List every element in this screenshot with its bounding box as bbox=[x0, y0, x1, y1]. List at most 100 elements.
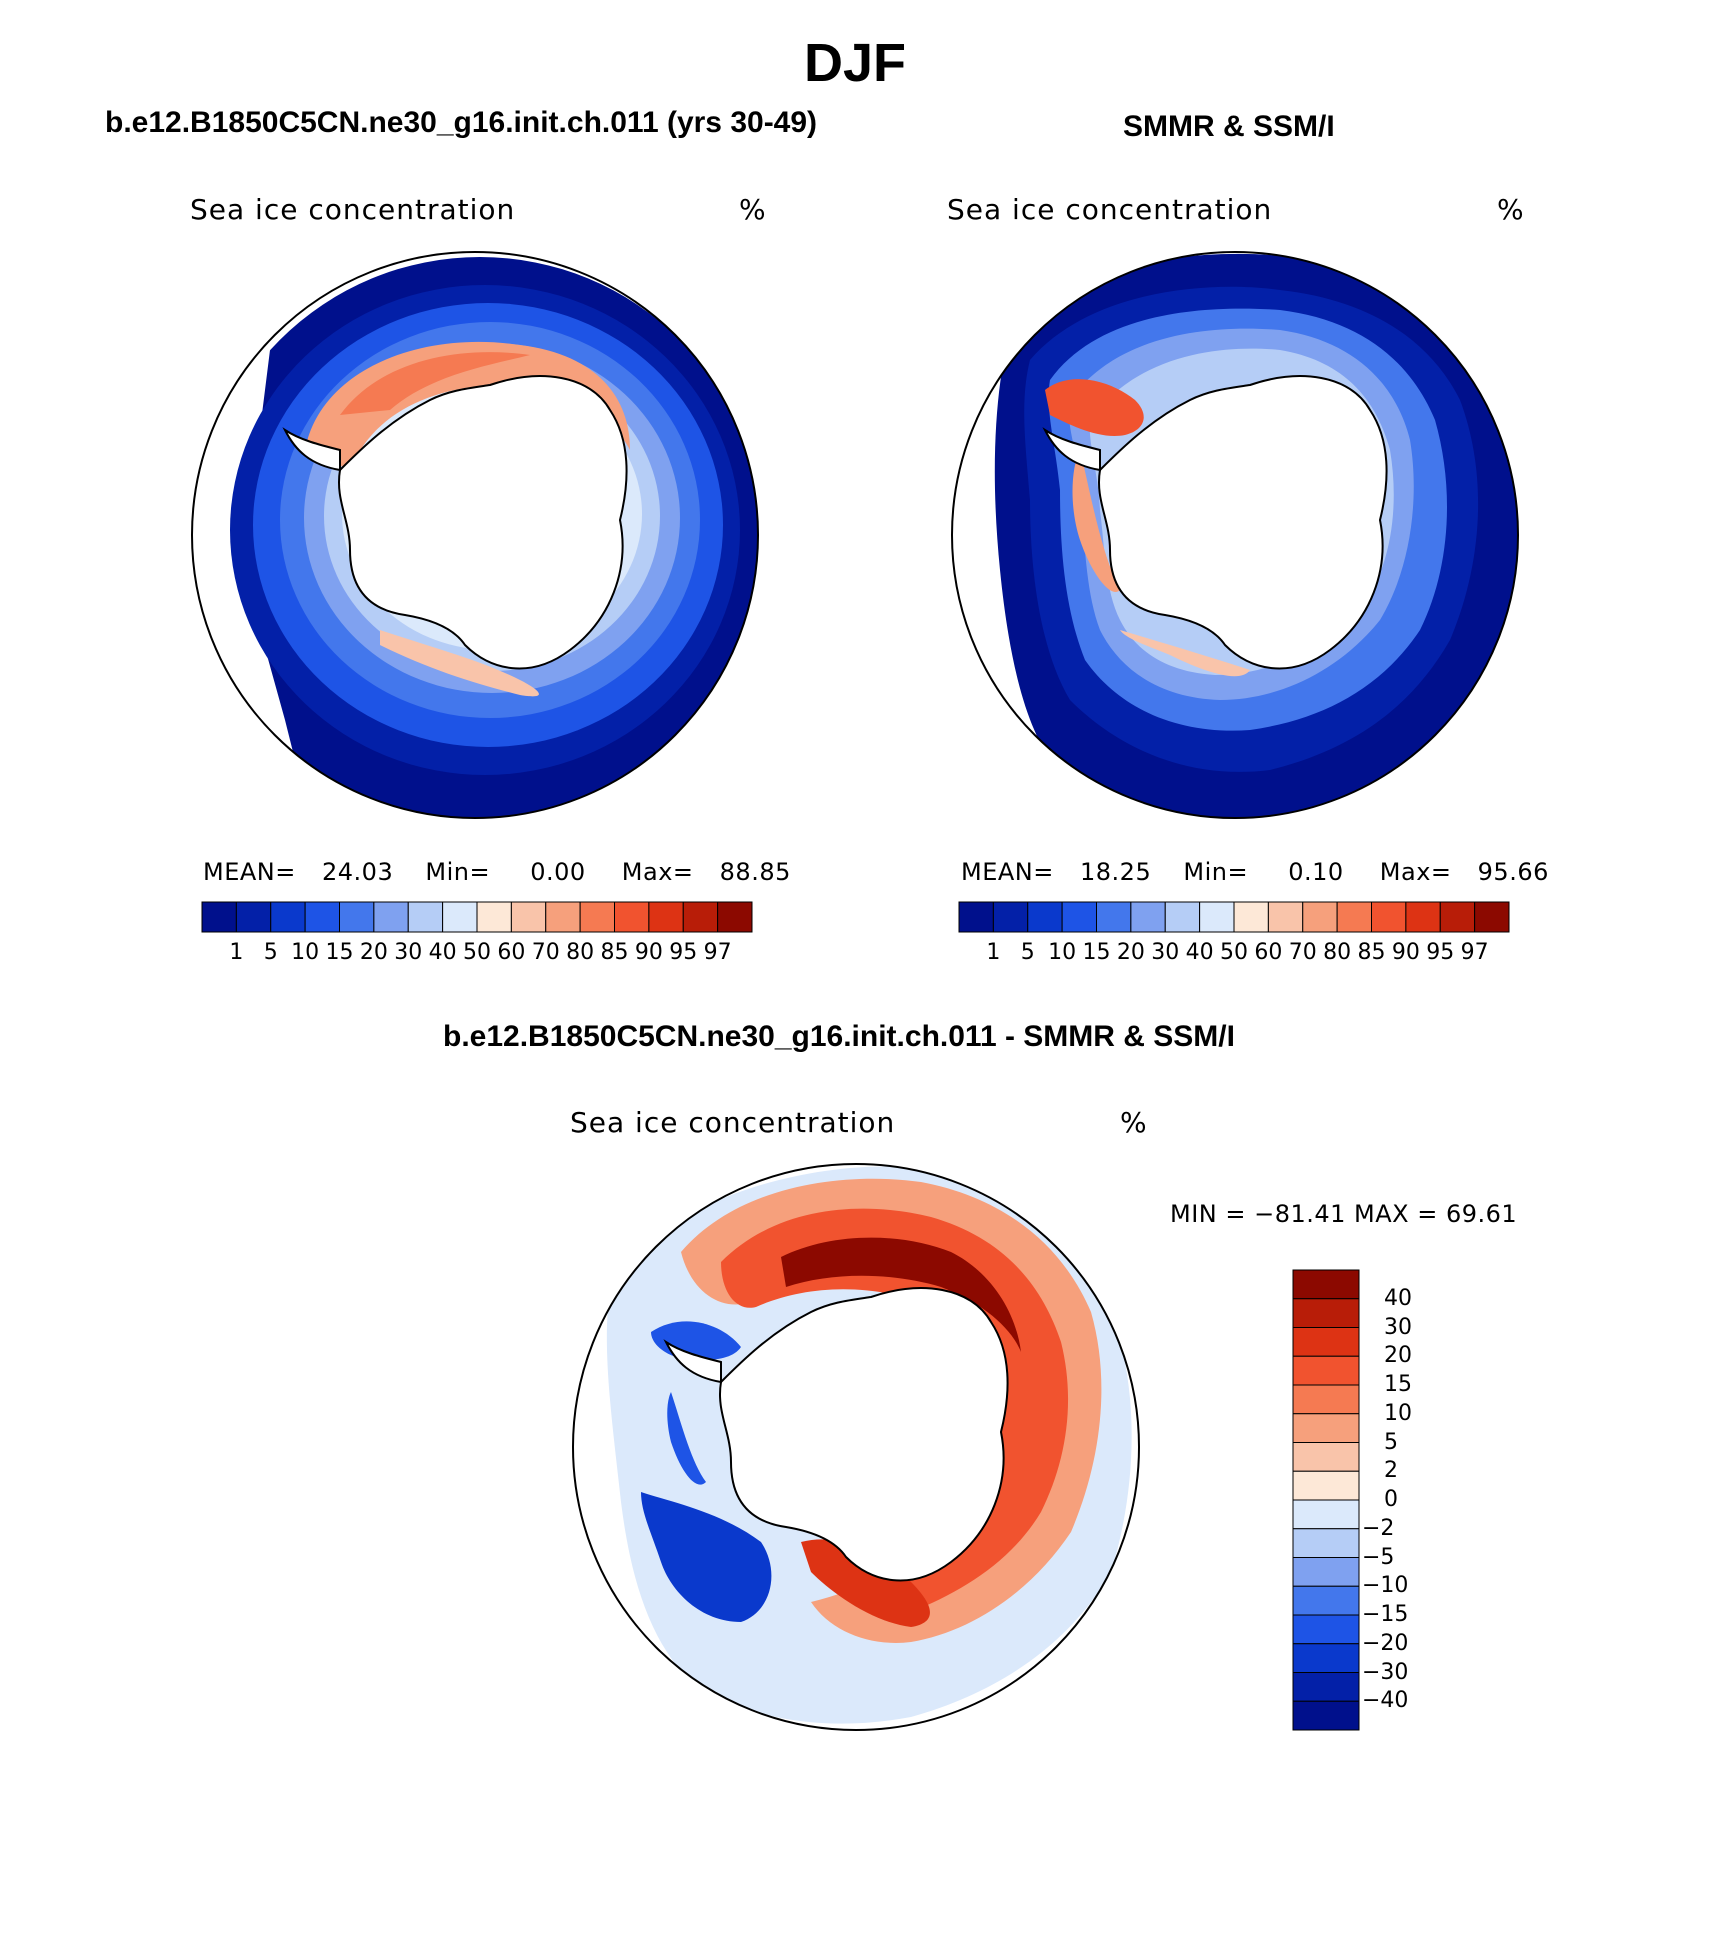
diff-positive-core bbox=[781, 1237, 1021, 1352]
model-colorbar-tick-label: 85 bbox=[600, 940, 629, 965]
obs-colorbar-tick-label: 20 bbox=[1116, 940, 1145, 965]
diff-peninsula bbox=[663, 1339, 722, 1384]
obs-stats: MEAN= 18.25 Min= 0.10 Max= 95.66 bbox=[961, 858, 1549, 886]
obs-polar-map bbox=[951, 251, 1519, 819]
obs-colorbar-tick-label: 30 bbox=[1151, 940, 1180, 965]
model-colorbar-tick-label: 50 bbox=[463, 940, 491, 965]
obs-colorbar-box bbox=[1199, 901, 1235, 933]
obs-colorbar-tick-label: 5 bbox=[1020, 940, 1035, 965]
diff-minmax: MIN = −81.41 MAX = 69.61 bbox=[1170, 1200, 1518, 1228]
obs-stats-min-label: Min= bbox=[1183, 858, 1249, 886]
diff-colorbar-tick-label: −30 bbox=[1362, 1659, 1409, 1685]
diff-colorbar-tick-label: 10 bbox=[1384, 1400, 1412, 1426]
model-colorbar-tick-label: 10 bbox=[291, 940, 320, 965]
obs-colorbar-tick-label: 15 bbox=[1082, 940, 1111, 965]
model-colorbar-tick-label: 1 bbox=[229, 940, 244, 965]
diff-colorbar-box bbox=[1292, 1442, 1360, 1472]
model-plot-label: Sea ice concentration bbox=[190, 193, 516, 226]
model-colorbar-tick-label: 97 bbox=[703, 940, 732, 965]
diff-polar-map bbox=[572, 1163, 1140, 1731]
model-colorbar-box bbox=[682, 901, 719, 933]
model-colorbar-box bbox=[270, 901, 306, 933]
obs-colorbar-tick-label: 70 bbox=[1288, 940, 1317, 965]
diff-colorbar-box bbox=[1292, 1557, 1360, 1587]
model-colorbar-box bbox=[339, 901, 375, 933]
model-colorbar-box bbox=[235, 901, 272, 933]
obs-colorbar-tick-label: 97 bbox=[1460, 940, 1489, 965]
obs-stats-min: 0.10 bbox=[1288, 858, 1344, 886]
model-colorbar-box bbox=[614, 901, 650, 933]
obs-colorbar-box bbox=[1371, 901, 1407, 933]
obs-colorbar-tick-label: 1 bbox=[986, 940, 1001, 965]
model-antarctica bbox=[338, 375, 628, 670]
model-colorbar-tick-label: 90 bbox=[634, 940, 663, 965]
obs-colorbar-box bbox=[1130, 901, 1166, 933]
model-colorbar-box bbox=[510, 901, 547, 933]
diff-colorbar bbox=[1292, 1269, 1360, 1731]
diff-antarctica bbox=[719, 1287, 1009, 1582]
diff-colorbar-tick-label: 20 bbox=[1384, 1343, 1412, 1369]
model-colorbar-tick-label: 60 bbox=[497, 940, 526, 965]
obs-colorbar-tick-label: 10 bbox=[1048, 940, 1077, 965]
model-high-ice-core bbox=[340, 352, 530, 415]
obs-peninsula bbox=[1042, 427, 1101, 472]
model-colorbar-tick-label: 95 bbox=[669, 940, 698, 965]
diff-bellingshausen-negative bbox=[641, 1492, 772, 1622]
diff-colorbar-box bbox=[1292, 1269, 1360, 1300]
diff-colorbar-tick-label: 15 bbox=[1384, 1372, 1412, 1397]
diff-colorbar-box bbox=[1292, 1470, 1360, 1501]
diff-colorbar-tick-label: 0 bbox=[1384, 1487, 1398, 1512]
diff-colorbar-tick-label: 30 bbox=[1384, 1314, 1412, 1340]
obs-stats-max: 95.66 bbox=[1477, 858, 1549, 886]
obs-ross-band bbox=[1120, 630, 1250, 677]
obs-colorbar-tick-label: 80 bbox=[1323, 940, 1352, 965]
model-unit-label: % bbox=[739, 193, 766, 226]
model-stats-min-label: Min= bbox=[425, 858, 491, 886]
obs-map-boundary bbox=[951, 251, 1519, 819]
obs-colorbar-box bbox=[1233, 901, 1269, 933]
obs-stats-max-label: Max= bbox=[1379, 858, 1452, 886]
diff-colorbar-tick-label: −20 bbox=[1362, 1630, 1409, 1656]
model-stats: MEAN= 24.03 Min= 0.00 Max= 88.85 bbox=[203, 858, 791, 886]
model-colorbar-tick-label: 40 bbox=[428, 940, 457, 965]
diff-colorbar-box bbox=[1292, 1528, 1360, 1558]
diff-map-boundary bbox=[572, 1163, 1140, 1731]
model-stats-min: 0.00 bbox=[530, 858, 586, 886]
obs-colorbar-tick-label: 90 bbox=[1391, 940, 1420, 965]
model-colorbar-tick-label: 30 bbox=[394, 940, 423, 965]
obs-colorbar-tick-label: 40 bbox=[1185, 940, 1214, 965]
obs-colorbar-box bbox=[1267, 901, 1304, 933]
model-panel-title: b.e12.B1850C5CN.ne30_g16.init.ch.011 (yr… bbox=[105, 106, 818, 139]
obs-weddell-core bbox=[1045, 379, 1144, 436]
model-colorbar-box bbox=[304, 901, 340, 933]
obs-peninsula-band bbox=[1072, 450, 1120, 592]
model-stats-mean: 24.03 bbox=[322, 858, 394, 886]
obs-colorbar-box bbox=[1164, 901, 1201, 933]
diff-colorbar-tick-label: −10 bbox=[1362, 1573, 1409, 1599]
diff-colorbar-ticks: 40 30 20 15 10 5 2 0 −2 −5 −10 −15 −20 −30 −40 bbox=[1362, 1270, 1490, 1730]
diff-colorbar-tick-label: 40 bbox=[1384, 1285, 1412, 1311]
diff-panel-title: b.e12.B1850C5CN.ne30_g16.init.ch.011 - S… bbox=[443, 1020, 1235, 1053]
model-ross-band bbox=[380, 630, 539, 697]
model-colorbar-box bbox=[407, 901, 444, 933]
model-colorbar bbox=[201, 901, 753, 933]
diff-unit-label: % bbox=[1120, 1106, 1147, 1139]
obs-stats-mean: 18.25 bbox=[1080, 858, 1152, 886]
model-colorbar-box bbox=[201, 901, 237, 933]
model-stats-max-label: Max= bbox=[621, 858, 694, 886]
diff-colorbar-box bbox=[1292, 1499, 1360, 1530]
model-colorbar-box bbox=[442, 901, 478, 933]
diff-colorbar-box bbox=[1292, 1585, 1360, 1616]
diff-colorbar-box bbox=[1292, 1355, 1360, 1386]
model-colorbar-tick-label: 15 bbox=[325, 940, 354, 965]
diff-colorbar-box bbox=[1292, 1614, 1360, 1645]
diff-colorbar-tick-label: −2 bbox=[1362, 1515, 1395, 1541]
model-colorbar-tick-label: 5 bbox=[263, 940, 278, 965]
model-colorbar-ticks: 1 5 10 15 20 30 40 50 60 70 80 85 90 95 97 bbox=[202, 940, 752, 970]
obs-colorbar bbox=[958, 901, 1510, 933]
obs-colorbar-box bbox=[958, 901, 994, 933]
diff-colorbar-box bbox=[1292, 1384, 1360, 1415]
obs-colorbar-box bbox=[1302, 901, 1338, 933]
obs-colorbar-box bbox=[992, 901, 1029, 933]
obs-colorbar-tick-label: 60 bbox=[1254, 940, 1283, 965]
